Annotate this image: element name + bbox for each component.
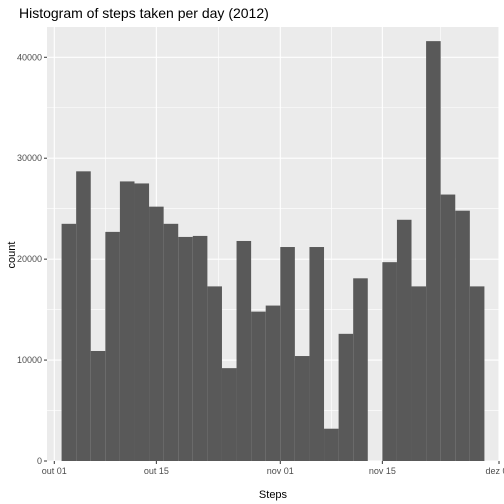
y-axis: 0 10000 20000 30000 40000 — [17, 52, 47, 466]
histogram-bar — [469, 286, 485, 461]
y-axis-title: count — [6, 242, 18, 269]
y-tick-label: 0 — [37, 456, 42, 466]
histogram-bar — [178, 236, 193, 461]
histogram-bar — [163, 223, 179, 461]
histogram-bar — [309, 247, 325, 461]
histogram-bar — [90, 350, 106, 461]
histogram-bar — [324, 428, 339, 461]
histogram-bar — [221, 368, 237, 461]
histogram-bar — [192, 235, 208, 461]
x-tick-label: out 15 — [144, 466, 169, 476]
x-axis-title: Steps — [259, 489, 288, 501]
histogram-bar — [426, 41, 441, 461]
histogram-bar — [455, 210, 470, 461]
histogram-bar — [265, 305, 281, 461]
histogram-bar — [76, 171, 91, 461]
x-tick-label: nov 01 — [267, 466, 294, 476]
x-tick-label: nov 15 — [369, 466, 396, 476]
histogram-bar — [396, 219, 412, 461]
histogram-bar — [411, 286, 427, 461]
y-tick-label: 10000 — [17, 355, 42, 365]
histogram-bar — [294, 356, 310, 461]
histogram-bar — [338, 333, 354, 461]
chart-title: Histogram of steps taken per day (2012) — [19, 5, 269, 21]
y-tick-label: 20000 — [17, 254, 42, 264]
histogram-bar — [61, 223, 77, 461]
y-tick-label: 30000 — [17, 153, 42, 163]
bars — [61, 41, 485, 461]
histogram-bar — [280, 247, 295, 461]
histogram-bar — [134, 183, 150, 461]
histogram-bar — [251, 311, 266, 461]
histogram-bar — [105, 231, 120, 461]
histogram-bar — [236, 240, 252, 461]
x-axis: out 01 out 15 nov 01 nov 15 dez 01 — [42, 461, 504, 476]
histogram-bar — [440, 194, 456, 461]
histogram-bar — [207, 286, 222, 461]
y-tick-label: 40000 — [17, 52, 42, 62]
histogram-bar — [382, 262, 397, 461]
x-tick-label: out 01 — [42, 466, 67, 476]
histogram-bar — [149, 206, 164, 461]
histogram-bar — [353, 278, 368, 461]
x-tick-label: dez 01 — [485, 466, 504, 476]
histogram-bar — [119, 181, 135, 461]
